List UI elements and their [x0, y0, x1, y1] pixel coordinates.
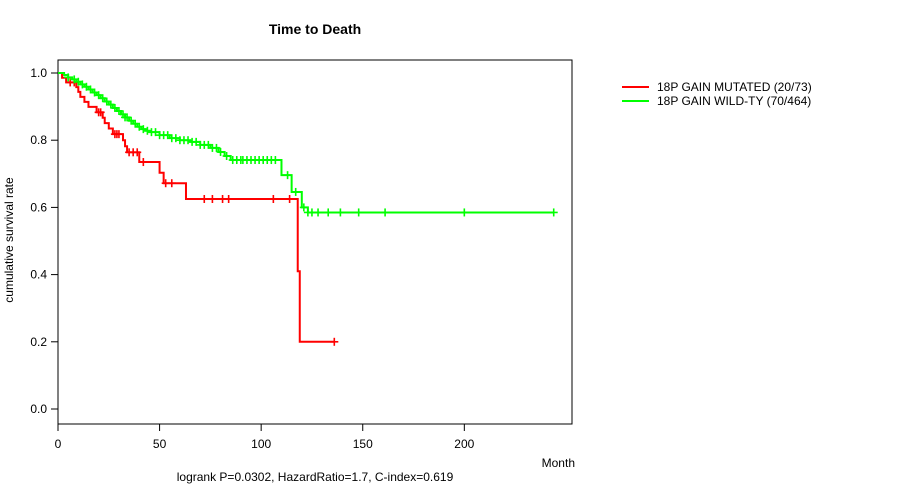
chart-title: Time to Death: [268, 21, 362, 37]
legend-item-mutated: 18P GAIN MUTATED (20/73): [622, 80, 812, 94]
y-axis-label: cumulative survival rate: [2, 177, 16, 303]
x-tick-label: 0: [55, 437, 62, 451]
x-tick-label: 100: [251, 437, 271, 451]
y-tick-label: 0.2: [30, 335, 47, 349]
legend-label: 18P GAIN MUTATED (20/73): [657, 80, 812, 94]
survival-curve: [58, 72, 554, 214]
legend-item-wildtype: 18P GAIN WILD-TY (70/464): [622, 94, 812, 108]
legend-line-green: [622, 100, 649, 102]
legend-line-red: [622, 86, 649, 88]
y-tick-label: 1.0: [30, 66, 47, 80]
x-tick-label: 200: [454, 437, 474, 451]
legend: 18P GAIN MUTATED (20/73) 18P GAIN WILD-T…: [622, 80, 812, 108]
stats-caption: logrank P=0.0302, HazardRatio=1.7, C-ind…: [176, 470, 454, 484]
x-tick-label: 150: [353, 437, 373, 451]
y-tick-label: 0.8: [30, 133, 47, 147]
y-tick-label: 0.4: [30, 268, 47, 282]
x-axis-label: Month: [541, 456, 575, 470]
survival-curve: [58, 72, 335, 343]
legend-label: 18P GAIN WILD-TY (70/464): [657, 94, 812, 108]
y-tick-label: 0.6: [30, 200, 47, 214]
y-tick-label: 0.0: [30, 402, 47, 416]
plot-frame: [57, 59, 573, 425]
x-tick-label: 50: [153, 437, 167, 451]
